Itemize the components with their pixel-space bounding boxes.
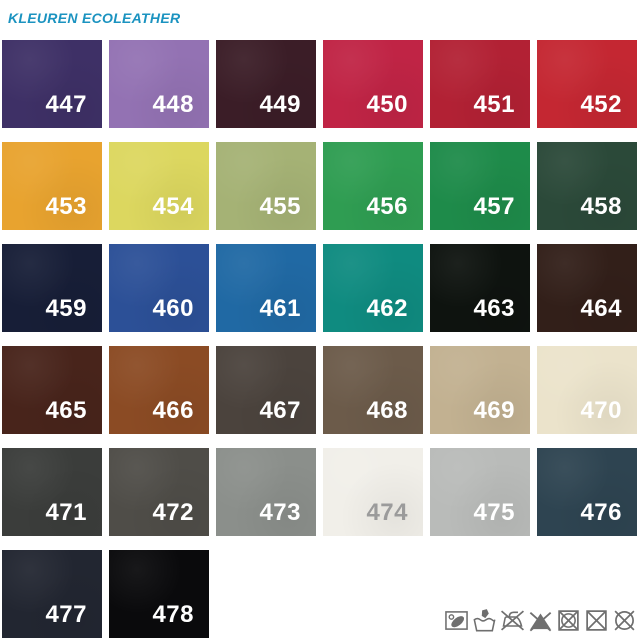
swatch-code-label: 460 xyxy=(152,295,194,322)
swatch-code-label: 449 xyxy=(259,91,301,118)
color-swatch-472: 472 xyxy=(109,448,209,536)
swatch-code-label: 469 xyxy=(473,397,515,424)
swatch-code-label: 478 xyxy=(152,601,194,628)
color-swatch-469: 469 xyxy=(430,346,530,434)
swatch-code-label: 450 xyxy=(366,91,408,118)
color-swatch-463: 463 xyxy=(430,244,530,332)
color-swatch-460: 460 xyxy=(109,244,209,332)
swatch-code-label: 447 xyxy=(45,91,87,118)
swatch-code-label: 457 xyxy=(473,193,515,220)
swatch-code-label: 458 xyxy=(580,193,622,220)
swatch-code-label: 471 xyxy=(45,499,87,526)
swatch-code-label: 461 xyxy=(259,295,301,322)
swatch-code-label: 465 xyxy=(45,397,87,424)
swatch-code-label: 472 xyxy=(152,499,194,526)
do-not-dry-clean-icon xyxy=(612,606,637,635)
color-swatch-459: 459 xyxy=(2,244,102,332)
hand-wash-icon xyxy=(472,606,497,635)
swatch-code-label: 470 xyxy=(580,397,622,424)
color-swatch-470: 470 xyxy=(537,346,637,434)
swatch-code-label: 473 xyxy=(259,499,301,526)
do-not-tumble-dry-icon xyxy=(556,606,581,635)
do-not-iron-icon xyxy=(500,606,525,635)
swatch-code-label: 477 xyxy=(45,601,87,628)
color-swatch-461: 461 xyxy=(216,244,316,332)
color-swatch-455: 455 xyxy=(216,142,316,230)
color-swatch-476: 476 xyxy=(537,448,637,536)
color-swatch-452: 452 xyxy=(537,40,637,128)
swatch-code-label: 475 xyxy=(473,499,515,526)
swatch-code-label: 462 xyxy=(366,295,408,322)
color-swatch-465: 465 xyxy=(2,346,102,434)
color-swatch-468: 468 xyxy=(323,346,423,434)
swatch-code-label: 464 xyxy=(580,295,622,322)
color-swatch-448: 448 xyxy=(109,40,209,128)
color-swatch-475: 475 xyxy=(430,448,530,536)
color-swatch-451: 451 xyxy=(430,40,530,128)
swatch-code-label: 452 xyxy=(580,91,622,118)
swatch-code-label: 459 xyxy=(45,295,87,322)
swatch-code-label: 453 xyxy=(45,193,87,220)
do-not-bleach-icon xyxy=(528,606,553,635)
color-swatch-471: 471 xyxy=(2,448,102,536)
color-swatch-457: 457 xyxy=(430,142,530,230)
color-swatch-477: 477 xyxy=(2,550,102,638)
color-swatch-467: 467 xyxy=(216,346,316,434)
swatch-code-label: 451 xyxy=(473,91,515,118)
swatch-grid: 447 448 449 450 451 452 453 454 455 456 457 458 459 4… xyxy=(2,40,637,638)
swatch-code-label: 448 xyxy=(152,91,194,118)
care-symbols-row xyxy=(444,606,637,635)
color-swatch-447: 447 xyxy=(2,40,102,128)
color-swatch-466: 466 xyxy=(109,346,209,434)
color-swatch-458: 458 xyxy=(537,142,637,230)
color-swatch-450: 450 xyxy=(323,40,423,128)
swatch-code-label: 476 xyxy=(580,499,622,526)
color-swatch-464: 464 xyxy=(537,244,637,332)
wipe-clean-icon xyxy=(444,606,469,635)
swatch-code-label: 466 xyxy=(152,397,194,424)
swatch-code-label: 463 xyxy=(473,295,515,322)
do-not-dry-icon xyxy=(584,606,609,635)
swatch-code-label: 454 xyxy=(152,193,194,220)
color-swatch-456: 456 xyxy=(323,142,423,230)
swatch-code-label: 468 xyxy=(366,397,408,424)
swatch-code-label: 474 xyxy=(366,499,408,526)
color-swatch-473: 473 xyxy=(216,448,316,536)
color-swatch-474: 474 xyxy=(323,448,423,536)
color-swatch-478: 478 xyxy=(109,550,209,638)
swatch-code-label: 455 xyxy=(259,193,301,220)
swatch-code-label: 456 xyxy=(366,193,408,220)
color-swatch-453: 453 xyxy=(2,142,102,230)
swatch-code-label: 467 xyxy=(259,397,301,424)
color-swatch-462: 462 xyxy=(323,244,423,332)
page-title: KLEUREN ECOLEATHER xyxy=(8,10,181,26)
color-swatch-449: 449 xyxy=(216,40,316,128)
color-swatch-454: 454 xyxy=(109,142,209,230)
